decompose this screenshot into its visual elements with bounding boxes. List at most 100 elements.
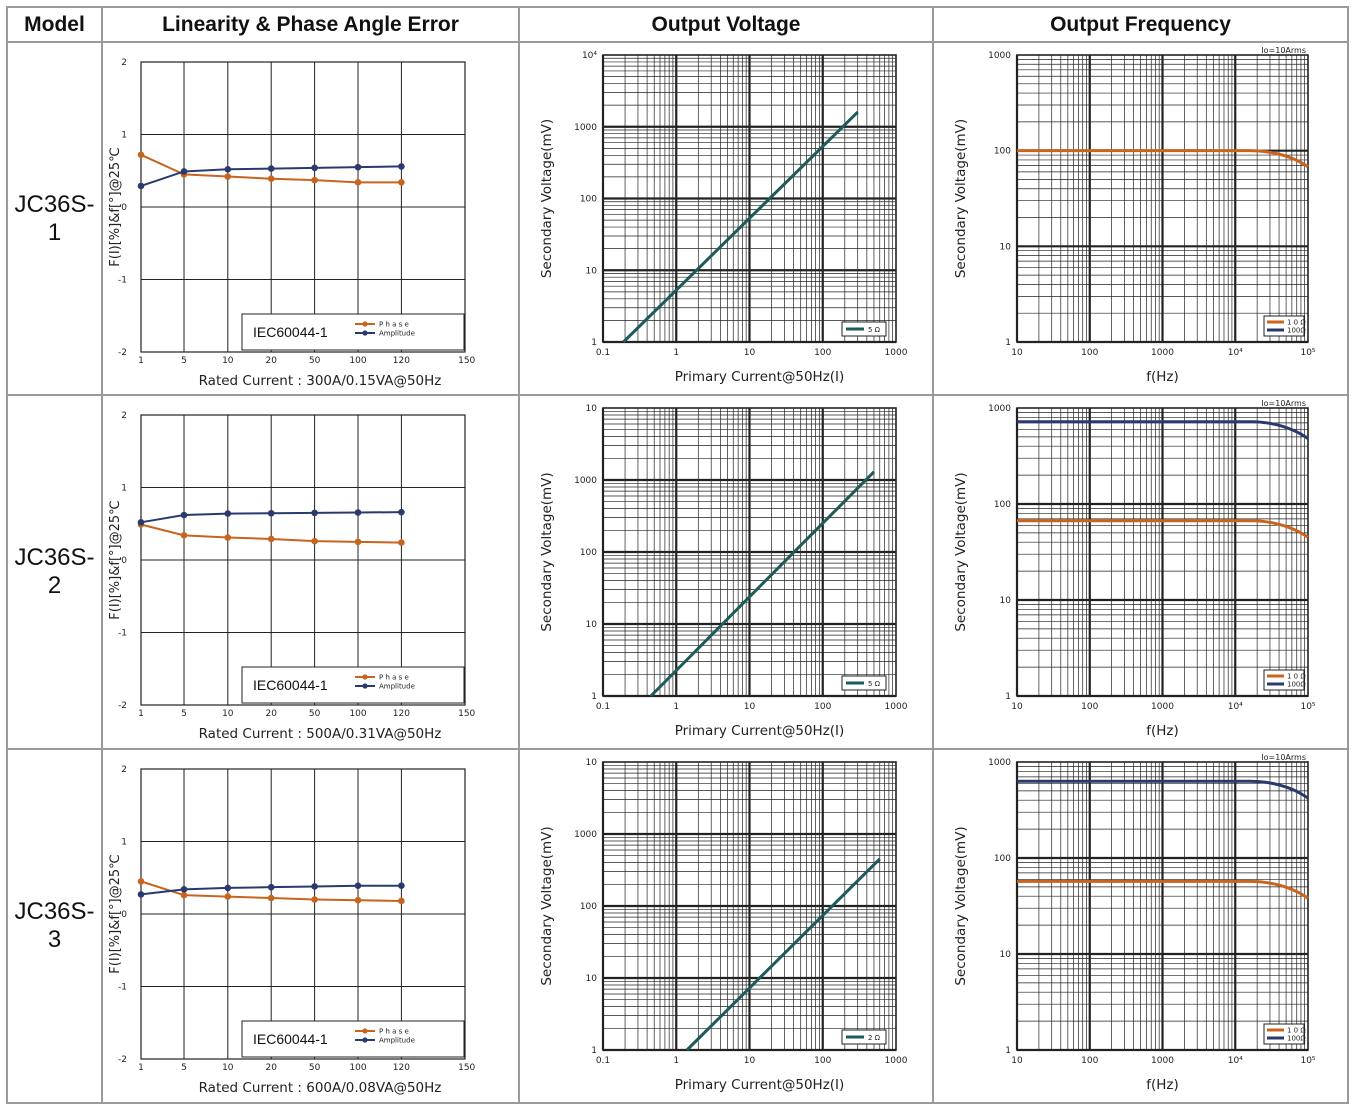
voltage-cell: 10⁴ 1000 100 10 1 0.1 1 10 100 1000 Secondary Volt… <box>518 41 934 396</box>
data-point <box>311 164 318 172</box>
data-point <box>137 519 145 526</box>
y-tick-label: 100 <box>580 195 597 205</box>
y-axis-label: Secondary Voltage(mV) <box>539 119 555 278</box>
y-tick-label: 1 <box>591 338 597 348</box>
x-tick-label: 1 <box>138 1063 144 1073</box>
legend-label: 5 Ω <box>868 680 881 688</box>
data-point <box>354 538 362 546</box>
x-tick-label: 10⁴ <box>1228 348 1243 358</box>
data-point <box>398 179 405 186</box>
header-row: Model Linearity & Phase Angle Error Outp… <box>6 6 1349 43</box>
x-tick-label: 100 <box>814 348 831 358</box>
table-row: JC36S-2 210-1-215102050100120150200F(I)[… <box>6 394 1349 750</box>
y-tick-label: 1 <box>121 484 127 494</box>
plot-frame <box>1016 761 1309 1051</box>
data-point <box>398 539 405 546</box>
y-tick-label: 10 <box>586 974 598 984</box>
x-tick-label: 20 <box>265 709 277 719</box>
note-label: Io=10Arms <box>1261 46 1306 55</box>
y-tick-label: 1 <box>121 131 127 141</box>
x-tick-label: 100 <box>814 702 831 712</box>
data-point <box>224 510 232 517</box>
x-tick-label: 10 <box>222 1063 234 1073</box>
legend-label: 1 0 Ω <box>1287 319 1306 327</box>
x-axis-label: f(Hz) <box>1146 723 1179 739</box>
x-tick-label: 5 <box>181 1063 187 1073</box>
y-tick-label: 10 <box>586 758 598 768</box>
legend-label: P h a s e <box>379 1028 409 1036</box>
y-tick-label: 1 <box>1005 692 1011 702</box>
y-tick-label: 1 <box>591 1046 597 1056</box>
legend-label: P h a s e <box>379 674 409 682</box>
data-point <box>180 886 188 893</box>
data-point <box>311 896 318 903</box>
x-tick-label: 1 <box>673 702 679 712</box>
data-point <box>267 509 275 517</box>
data-point <box>354 509 362 516</box>
x-axis-label: Rated Current : 600A/0.08VA@50Hz <box>199 1080 442 1096</box>
data-point <box>224 534 232 541</box>
data-point <box>180 168 188 175</box>
x-tick-label: 150 <box>458 356 475 366</box>
x-tick-label: 10⁵ <box>1300 348 1315 358</box>
y-tick-label: 2 <box>121 58 127 68</box>
y-axis-label: Secondary Voltage(mV) <box>539 472 555 631</box>
x-tick-label: 10 <box>744 1056 756 1066</box>
x-axis-label: Rated Current : 500A/0.31VA@50Hz <box>199 726 442 742</box>
x-tick-label: 5 <box>181 356 187 366</box>
data-point <box>311 537 318 545</box>
data-point <box>354 896 362 904</box>
x-tick-label: 50 <box>309 356 321 366</box>
series-line <box>649 470 876 698</box>
data-point <box>354 163 362 171</box>
data-point <box>267 165 275 172</box>
legend-label: P h a s e <box>379 321 409 329</box>
y-tick-label: -1 <box>118 276 127 286</box>
x-tick-label: 1 <box>138 356 144 366</box>
table-row: JC36S-1 210-1-215102050100120150200F(I)[… <box>6 41 1349 396</box>
legend-box <box>241 1020 465 1058</box>
series-line <box>685 857 881 1052</box>
x-tick-label: 1 <box>673 1056 679 1066</box>
x-tick-label: 10 <box>222 709 234 719</box>
x-tick-label: 0.1 <box>596 702 610 712</box>
y-tick-label: 10 <box>586 404 598 414</box>
x-tick-label: 120 <box>393 1063 410 1073</box>
legend-label: Amplitude <box>379 1037 415 1045</box>
y-tick-label: 100 <box>994 147 1011 157</box>
note-label: Io=10Arms <box>1261 399 1306 408</box>
y-tick-label: 0 <box>121 556 127 566</box>
data-point <box>398 897 405 905</box>
linearity-cell: 210-1-215102050100120150200F(I)[%]&f[°]@… <box>101 748 520 1104</box>
legend-label: 2 Ω <box>868 1034 881 1042</box>
legend-marker <box>362 674 368 680</box>
y-tick-label: 10 <box>1000 950 1012 960</box>
y-tick-label: 0 <box>121 910 127 920</box>
x-tick-label: 1000 <box>1151 702 1174 712</box>
x-tick-label: 10⁵ <box>1300 1056 1315 1066</box>
x-tick-label: 0.1 <box>596 1056 610 1066</box>
frequency-cell: 1000 100 10 1 10 100 1000 10⁴ 10⁵ Secondary Volta… <box>932 748 1349 1104</box>
data-point <box>354 882 362 890</box>
x-tick-label: 10 <box>1011 1056 1023 1066</box>
charts-table: Model Linearity & Phase Angle Error Outp… <box>6 6 1349 1104</box>
y-tick-label: 1000 <box>574 123 597 133</box>
y-tick-label: 1 <box>1005 1046 1011 1056</box>
legend-label: 1 0 Ω <box>1287 1027 1306 1035</box>
table-row: JC36S-3 210-1-215102050100120150200F(I)[… <box>6 748 1349 1104</box>
x-tick-label: 150 <box>458 709 475 719</box>
x-tick-label: 10⁴ <box>1228 1056 1243 1066</box>
x-tick-label: 120 <box>393 709 410 719</box>
data-point <box>137 151 145 159</box>
x-tick-label: 5 <box>181 709 187 719</box>
x-tick-label: 10 <box>744 702 756 712</box>
y-axis-label: Secondary Voltage(mV) <box>953 119 969 278</box>
y-tick-label: -2 <box>118 701 127 711</box>
x-tick-label: 1000 <box>1151 1056 1174 1066</box>
legend-box <box>241 666 465 704</box>
